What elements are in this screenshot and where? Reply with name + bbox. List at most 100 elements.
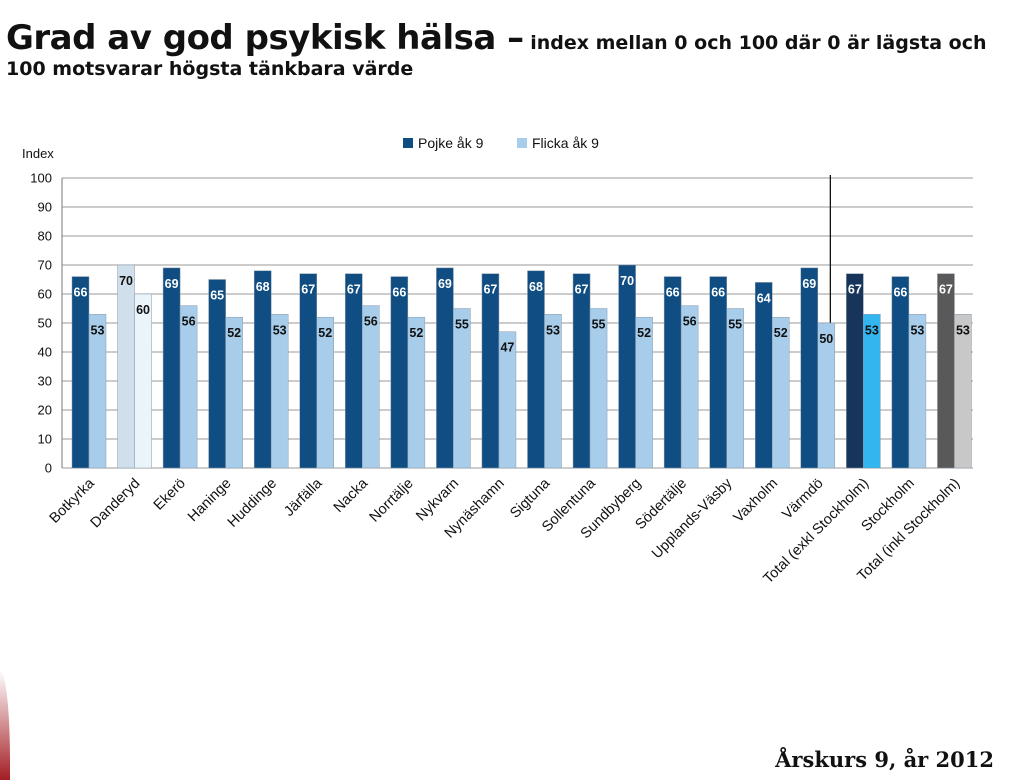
data-label: 69 [165,277,179,291]
y-tick-label: 40 [38,345,52,360]
data-label: 52 [227,326,241,340]
bar-pojke [709,276,727,469]
bar-pojke [618,264,636,469]
bar-pojke [527,270,545,469]
bar-pojke [846,273,864,469]
data-label: 66 [666,286,680,300]
data-label: 67 [483,283,497,297]
footer-label: Årskurs 9, år 2012 [775,747,994,772]
bar-flicka [544,314,562,469]
y-tick-label: 0 [45,461,52,476]
bar-flicka [498,331,517,469]
bar-flicka [270,314,289,469]
data-label: 53 [910,323,924,337]
category-label: Upplands-Väsby [649,475,736,562]
data-label: 67 [848,283,862,297]
category-label: Nacka [331,475,372,516]
bar-flicka [134,293,152,469]
y-tick-label: 90 [38,200,52,215]
bar-pojke [208,279,226,469]
data-label: 52 [774,326,788,340]
category-label: Sigtuna [507,475,554,522]
data-label: 70 [620,274,634,288]
y-tick-label: 60 [38,287,52,302]
data-label: 66 [392,286,406,300]
title-subtitle: index mellan 0 och 100 där 0 är lägsta o… [6,32,987,81]
data-label: 53 [546,323,560,337]
data-label: 66 [893,286,907,300]
data-label: 70 [119,274,133,288]
bar-pojke [800,267,819,469]
bar-pojke [436,267,454,469]
data-label: 65 [210,289,224,303]
bar-flicka [589,308,608,469]
bar-pojke [937,273,955,469]
bar-pojke [162,267,181,469]
data-label: 69 [438,277,452,291]
legend-swatch-flicka [517,138,527,148]
data-label: 67 [347,283,361,297]
bar-flicka [726,308,744,469]
data-label: 55 [728,318,742,332]
bar-flicka [635,316,653,469]
bar-flicka [88,314,107,469]
category-label: Danderyd [88,476,144,532]
data-label: 53 [865,323,879,337]
bar-flicka [772,316,790,469]
data-label: 52 [409,326,423,340]
data-label: 68 [529,280,543,294]
bar-flicka [225,316,243,469]
data-label: 64 [757,291,771,305]
data-label: 53 [273,323,287,337]
bar-flicka [407,316,426,469]
bar-flicka [179,305,198,469]
bar-pojke [253,270,272,469]
bar-flicka [863,314,881,469]
category-label: Järfälla [281,475,326,520]
bar-flicka [680,305,699,469]
bar-pojke [481,273,500,469]
bar-pojke [345,273,363,469]
legend-swatch-pojke [403,138,413,148]
data-label: 53 [91,323,105,337]
data-label: 67 [575,283,589,297]
data-label: 67 [301,283,315,297]
category-label: Ekerö [151,476,189,514]
bar-flicka [908,314,927,469]
bar-pojke [572,273,591,469]
bar-pojke [755,282,773,469]
category-label: Huddinge [225,476,280,531]
data-label: 60 [136,303,150,317]
bar-pojke [663,276,682,469]
legend-label-flicka: Flicka åk 9 [532,135,599,151]
y-tick-label: 30 [38,374,52,389]
data-label: 69 [802,277,816,291]
data-label: 56 [364,315,378,329]
data-label: 52 [318,326,332,340]
category-label: Norrtälje [367,476,417,526]
data-label: 55 [455,318,469,332]
bar-flicka [316,316,334,469]
bar-flicka [362,305,380,469]
data-label: 47 [500,341,514,355]
bar-pojke [71,276,90,469]
y-tick-label: 70 [38,258,52,273]
bar-pojke [117,264,135,469]
bar-flicka [954,314,972,469]
legend-label-pojke: Pojke åk 9 [418,135,484,151]
y-tick-label: 10 [38,432,52,447]
y-tick-label: 50 [38,316,52,331]
data-label: 68 [256,280,270,294]
y-axis-label: Index [22,146,54,161]
data-label: 52 [637,326,651,340]
bar-flicka [453,308,471,469]
bar-pojke [891,276,910,469]
data-label: 55 [592,318,606,332]
data-label: 67 [939,283,953,297]
title-main: Grad av god psykisk hälsa – [6,18,524,58]
data-label: 53 [956,323,970,337]
y-tick-label: 100 [30,171,52,186]
bar-flicka [817,322,836,469]
bar-pojke [299,273,317,469]
